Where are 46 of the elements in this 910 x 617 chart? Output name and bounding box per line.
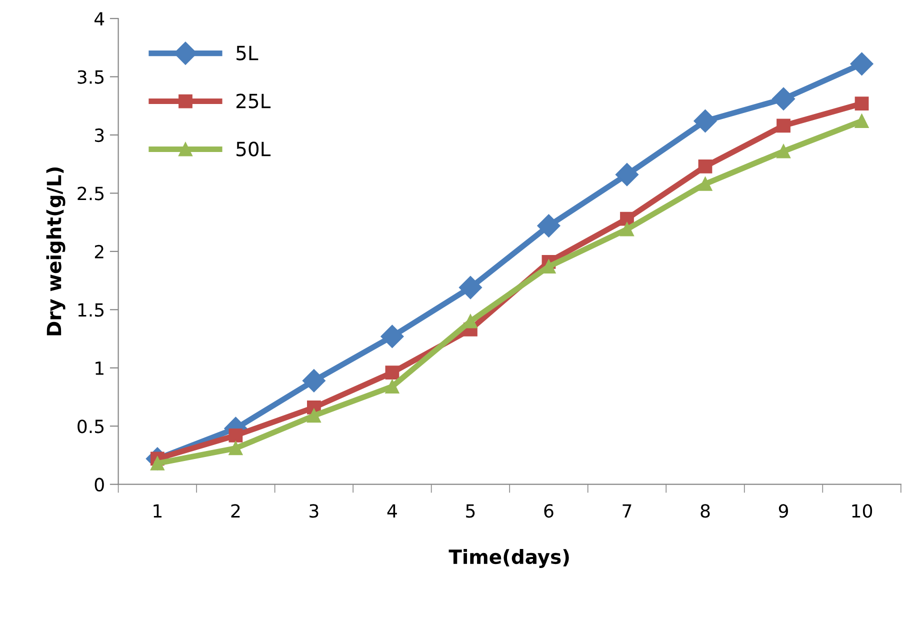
point (228, 428, 243, 442)
y-axis-title: Dry weight(g/L) (46, 167, 66, 336)
x-tick-label: 2 (231, 504, 240, 518)
point (385, 366, 400, 380)
point (850, 52, 874, 76)
point (776, 144, 790, 158)
x-tick-label: 7 (622, 504, 632, 518)
x-tick-label: 1 (154, 504, 162, 518)
point (620, 222, 634, 236)
point (307, 408, 321, 423)
y-tick-label: 1.5 (78, 303, 104, 317)
x-tick-label: 8 (700, 504, 710, 518)
point (776, 118, 790, 133)
point (698, 176, 712, 191)
point (385, 380, 400, 394)
x-tick-label: 4 (387, 504, 397, 518)
x-tick-label: 3 (310, 504, 318, 518)
point (542, 260, 556, 274)
x-axis-title: Time(days) (448, 549, 569, 568)
x-tick-label: 10 (852, 504, 872, 518)
y-tick-label: 3 (94, 128, 104, 142)
point (380, 324, 404, 348)
x-tick-label: 6 (544, 504, 554, 518)
legend-label: 50L (236, 142, 271, 156)
legend-label: 25L (236, 94, 271, 108)
point (854, 114, 869, 128)
y-tick-label: 0.5 (78, 420, 104, 434)
y-tick-label: 3.5 (78, 70, 104, 84)
point (615, 163, 638, 186)
point (537, 214, 560, 238)
x-tick-label: 5 (466, 504, 475, 518)
point (698, 159, 712, 174)
y-tick-label: 2 (94, 244, 104, 258)
point (302, 369, 326, 392)
y-tick-label: 0 (94, 478, 104, 492)
point (458, 276, 482, 300)
point (694, 109, 717, 132)
x-tick-label: 9 (778, 504, 788, 518)
y-tick-label: 2.5 (78, 186, 104, 200)
point (854, 96, 869, 110)
point (620, 212, 634, 226)
legend-label: 5L (236, 46, 258, 60)
y-tick-label: 1 (96, 362, 104, 375)
y-tick-label: 4 (94, 12, 104, 26)
point (228, 441, 243, 456)
point (772, 87, 796, 110)
